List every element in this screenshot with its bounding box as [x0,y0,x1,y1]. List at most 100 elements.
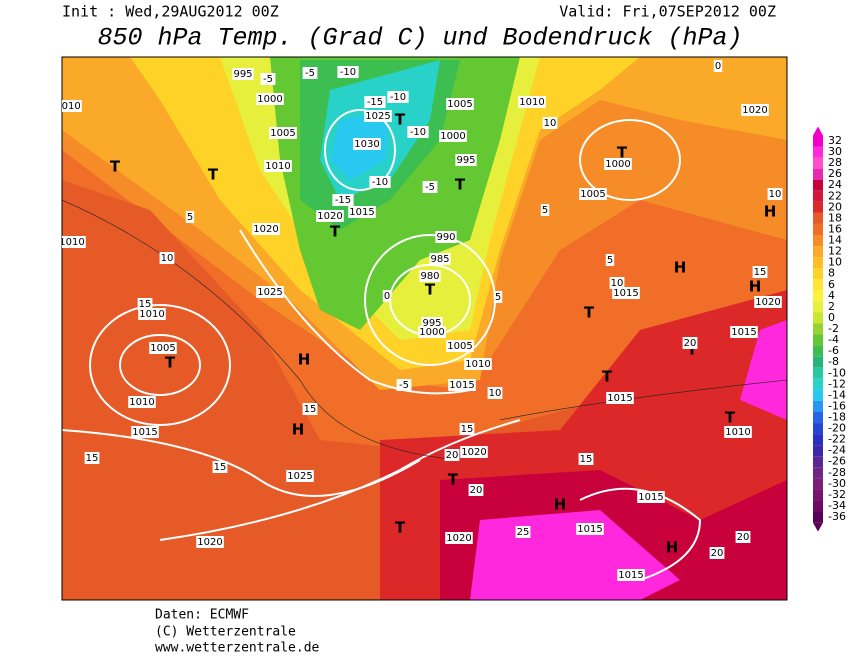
label-box [128,396,156,408]
contour-label: 995 [233,69,252,80]
label-box [369,176,391,188]
colorbar-cell [813,179,823,191]
colorbar-cell [813,157,823,169]
colorbar-label: -18 [828,411,846,424]
colorbar-cell [813,511,823,523]
map-area [62,57,787,600]
label-box [260,73,276,85]
footer-line: www.wetterzentrale.de [155,641,320,656]
colorbar-label: 28 [828,156,842,169]
contour-label: 1015 [577,524,602,535]
pressure-center: H [674,259,687,277]
colorbar-cell [813,135,823,147]
colorbar-label: 10 [828,256,842,269]
contour-label: 1010 [59,237,84,248]
contour-label: 1020 [742,105,767,116]
contour-label: 1010 [129,397,154,408]
label-box [159,252,175,264]
label-box [364,110,392,122]
contour-label: 15 [86,453,99,464]
colorbar-label: 2 [828,300,835,313]
colorbar-cell [813,290,823,302]
contour-label: 10 [489,388,502,399]
colorbar-cell [813,279,823,291]
pressure-center: T [208,166,219,184]
label-box [741,104,769,116]
contour-label: 1010 [725,427,750,438]
pressure-center: T [448,471,459,489]
label-box [185,211,195,223]
contour-label: 1005 [580,189,605,200]
contour-label: 1010 [519,97,544,108]
label-box [767,188,783,200]
label-box [212,461,228,473]
colorbar-cell [813,257,823,269]
colorbar-label: -2 [828,322,839,335]
colorbar-cap [813,126,823,136]
colorbar-cap [813,522,823,532]
contour-label: 10 [544,118,557,129]
label-box [396,379,412,391]
contour-label: -5 [305,68,315,79]
contour-label: 15 [304,404,317,415]
label-box [445,532,473,544]
contour-label: 1000 [440,131,465,142]
colorbar-cell [813,323,823,335]
contour-label: -10 [390,92,406,103]
pressure-center: T [725,409,736,427]
colorbar-cell [813,356,823,368]
label-box [196,536,224,548]
label-box [605,254,615,266]
contour-label: 0 [715,61,721,72]
colorbar-label: 22 [828,189,842,202]
colorbar-label: -8 [828,355,839,368]
label-box [256,286,284,298]
pressure-center: T [425,281,436,299]
label-box [422,181,438,193]
label-box [460,446,488,458]
colorbar-label: 30 [828,145,842,158]
label-box [468,484,484,496]
colorbar-label: 6 [828,278,835,291]
pressure-center: T [165,354,176,372]
contour-label: 1020 [253,224,278,235]
pressure-center: T [330,223,341,241]
contour-label: 15 [139,299,152,310]
label-box [131,426,159,438]
label-box [724,426,752,438]
colorbar-label: 18 [828,211,842,224]
colorbar-label: 12 [828,245,842,258]
colorbar-cell [813,389,823,401]
colorbar-label: -10 [828,366,846,379]
label-box [252,223,280,235]
contour-label: -10 [410,127,426,138]
label-box [138,308,166,320]
contour-label: 10 [611,278,624,289]
pressure-center: H [292,421,305,439]
label-box [348,206,376,218]
contour-label: 1000 [257,94,282,105]
colorbar-cell [813,489,823,501]
contour-label: 1025 [365,111,390,122]
contour-label: 20 [446,450,459,461]
contour-label: 5 [607,255,613,266]
contour-label: 1005 [270,128,295,139]
label-box [419,270,441,282]
footer-line: (C) Wetterzentrale [155,625,296,640]
pressure-center: T [395,111,406,129]
pressure-center: T [602,368,613,386]
colorbar-cell [813,190,823,202]
label-box [332,194,354,206]
contour-label: 20 [470,485,483,496]
pressure-center: H [298,351,311,369]
label-box [459,423,475,435]
contour-label: 1015 [618,570,643,581]
colorbar-cell [813,478,823,490]
contour-label: 10 [161,253,174,264]
colorbar-cell [813,201,823,213]
label-box [754,296,782,308]
colorbar-label: -16 [828,399,846,412]
colorbar-label: 4 [828,289,835,302]
colorbar-label: 24 [828,178,842,191]
